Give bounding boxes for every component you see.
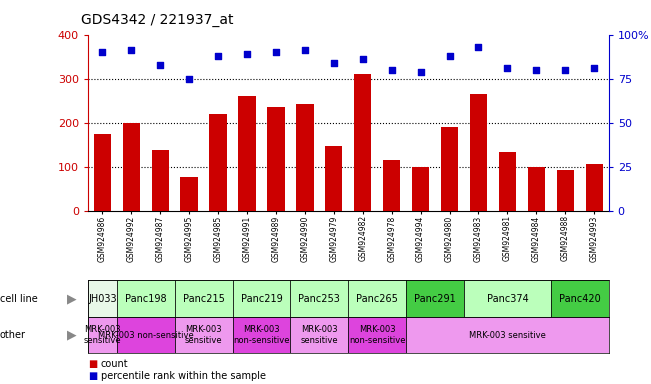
Bar: [348, 280, 406, 317]
Point: [242, 51, 252, 57]
Point: [473, 44, 484, 50]
Text: Panc374: Panc374: [486, 293, 529, 304]
Bar: [152, 150, 169, 211]
Text: Panc420: Panc420: [559, 293, 601, 304]
Bar: [557, 170, 574, 211]
Text: Panc198: Panc198: [125, 293, 167, 304]
Bar: [117, 317, 174, 353]
Point: [97, 49, 107, 55]
Bar: [94, 134, 111, 211]
Text: count: count: [101, 359, 128, 369]
Bar: [290, 317, 348, 353]
Bar: [412, 167, 429, 211]
Bar: [528, 167, 545, 211]
Point: [387, 67, 397, 73]
Text: Panc253: Panc253: [298, 293, 340, 304]
Text: MRK-003
non-sensitive: MRK-003 non-sensitive: [349, 325, 406, 345]
Bar: [238, 96, 256, 211]
Point: [357, 56, 368, 62]
Point: [126, 47, 137, 53]
Text: MRK-003
non-sensitive: MRK-003 non-sensitive: [233, 325, 290, 345]
Text: Panc265: Panc265: [356, 293, 398, 304]
Text: ■: ■: [88, 371, 97, 381]
Point: [415, 69, 426, 75]
Text: JH033: JH033: [88, 293, 117, 304]
Bar: [232, 280, 290, 317]
Bar: [551, 280, 609, 317]
Point: [445, 53, 455, 59]
Bar: [406, 317, 609, 353]
Point: [299, 47, 310, 53]
Point: [213, 53, 223, 59]
Point: [155, 61, 165, 68]
Text: other: other: [0, 330, 26, 340]
Bar: [117, 280, 174, 317]
Text: GDS4342 / 221937_at: GDS4342 / 221937_at: [81, 13, 234, 27]
Bar: [290, 280, 348, 317]
Bar: [210, 114, 227, 211]
Bar: [354, 74, 372, 211]
Point: [271, 49, 281, 55]
Bar: [464, 280, 551, 317]
Bar: [232, 317, 290, 353]
Point: [329, 60, 339, 66]
Bar: [499, 152, 516, 211]
Point: [560, 67, 570, 73]
Text: MRK-003 non-sensitive: MRK-003 non-sensitive: [98, 331, 193, 339]
Bar: [268, 108, 284, 211]
Bar: [122, 123, 140, 211]
Bar: [585, 164, 603, 211]
Bar: [296, 104, 314, 211]
Bar: [348, 317, 406, 353]
Bar: [180, 177, 198, 211]
Text: percentile rank within the sample: percentile rank within the sample: [101, 371, 266, 381]
Bar: [325, 146, 342, 211]
Text: ▶: ▶: [67, 329, 76, 341]
Text: Panc291: Panc291: [414, 293, 456, 304]
Bar: [174, 317, 232, 353]
Text: MRK-003
sensitive: MRK-003 sensitive: [83, 325, 121, 345]
Point: [589, 65, 600, 71]
Bar: [383, 161, 400, 211]
Point: [531, 67, 542, 73]
Text: ▶: ▶: [67, 292, 76, 305]
Text: MRK-003
sensitive: MRK-003 sensitive: [185, 325, 223, 345]
Text: MRK-003
sensitive: MRK-003 sensitive: [301, 325, 338, 345]
Bar: [88, 280, 117, 317]
Bar: [174, 280, 232, 317]
Text: MRK-003 sensitive: MRK-003 sensitive: [469, 331, 546, 339]
Bar: [441, 127, 458, 211]
Point: [184, 76, 195, 82]
Text: Panc219: Panc219: [241, 293, 283, 304]
Bar: [406, 280, 464, 317]
Text: cell line: cell line: [0, 293, 38, 304]
Bar: [470, 94, 487, 211]
Point: [502, 65, 512, 71]
Text: Panc215: Panc215: [183, 293, 225, 304]
Bar: [88, 317, 117, 353]
Text: ■: ■: [88, 359, 97, 369]
